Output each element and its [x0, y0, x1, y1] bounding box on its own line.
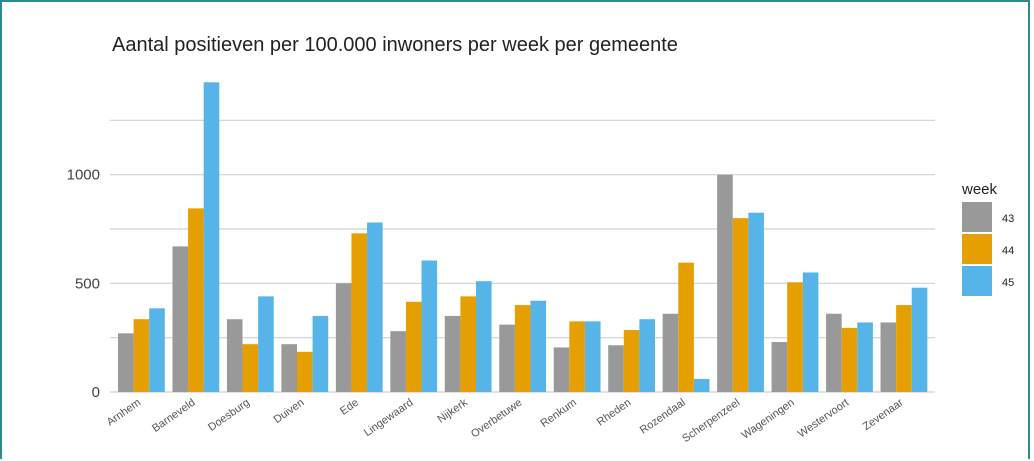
bar — [203, 82, 220, 393]
bar — [118, 333, 134, 392]
bar — [826, 313, 842, 392]
bar — [312, 315, 329, 392]
bar — [297, 351, 313, 392]
bar — [149, 308, 165, 392]
bar — [405, 301, 422, 392]
bar — [896, 305, 912, 392]
bar — [841, 327, 858, 392]
bar — [732, 218, 749, 392]
bar — [678, 262, 694, 392]
x-axis-ticks: Arnhem Barneveld Doesburg Duiven Ede Lingewaa… — [105, 396, 906, 445]
bar — [802, 272, 819, 392]
legend-label: 43 — [1002, 213, 1014, 225]
bar — [390, 331, 406, 392]
bar — [693, 378, 710, 392]
legend-label: 45 — [1002, 277, 1014, 289]
y-axis-ticks: 0 500 1000 — [67, 167, 100, 401]
bar — [639, 319, 655, 392]
bar — [787, 282, 803, 392]
bar — [188, 208, 204, 392]
y-tick-label: 1000 — [67, 167, 100, 184]
x-tick-label: Ede — [338, 397, 361, 418]
bar — [476, 281, 492, 392]
x-tick-label: Overbetuwe — [469, 397, 524, 441]
bar — [421, 260, 438, 392]
bar — [367, 222, 383, 392]
x-tick-label: Nijkerk — [435, 396, 470, 425]
x-tick-label: Wageningen — [740, 397, 797, 442]
bar — [281, 344, 297, 392]
x-tick-label: Renkum — [538, 397, 578, 430]
bar — [608, 345, 624, 392]
x-tick-label: Zevenaar — [861, 396, 906, 433]
bar — [499, 324, 515, 392]
legend-swatch — [962, 266, 992, 296]
bar — [242, 344, 259, 392]
bar — [133, 319, 150, 392]
legend-title: week — [961, 181, 998, 198]
bar — [172, 246, 189, 392]
bar — [530, 300, 547, 392]
bar — [460, 296, 476, 392]
bar — [444, 315, 461, 392]
x-tick-label: Rheden — [595, 397, 633, 429]
bar — [623, 330, 640, 392]
bar — [771, 342, 788, 392]
y-tick-label: 500 — [75, 275, 100, 292]
bar — [857, 322, 873, 392]
chart-title: Aantal positieven per 100.000 inwoners p… — [112, 34, 678, 56]
x-tick-label: Doesburg — [206, 397, 252, 434]
x-tick-label: Lingewaard — [362, 397, 415, 439]
bar — [748, 212, 764, 392]
bar — [717, 174, 733, 392]
bar — [226, 319, 243, 392]
x-tick-label: Arnhem — [105, 397, 143, 429]
bars — [118, 82, 928, 393]
bar — [880, 322, 897, 392]
bar — [662, 313, 679, 392]
bar — [335, 283, 352, 392]
legend-swatch — [962, 202, 992, 232]
bar — [911, 287, 928, 392]
bar — [351, 233, 368, 392]
legend-swatch — [962, 234, 992, 264]
x-tick-label: Scherpenzeel — [680, 397, 742, 445]
x-tick-label: Barneveld — [150, 397, 197, 435]
bar — [584, 321, 601, 392]
y-tick-label: 0 — [92, 384, 100, 401]
bar — [258, 296, 274, 392]
x-tick-label: Westervoort — [796, 397, 851, 441]
legend-label: 44 — [1002, 245, 1014, 257]
bar — [553, 347, 570, 392]
legend: week 43 44 45 — [961, 181, 1014, 296]
x-tick-label: Duiven — [272, 397, 307, 426]
bar — [514, 305, 531, 392]
x-tick-label: Rozendaal — [638, 397, 688, 437]
bar — [569, 321, 585, 392]
